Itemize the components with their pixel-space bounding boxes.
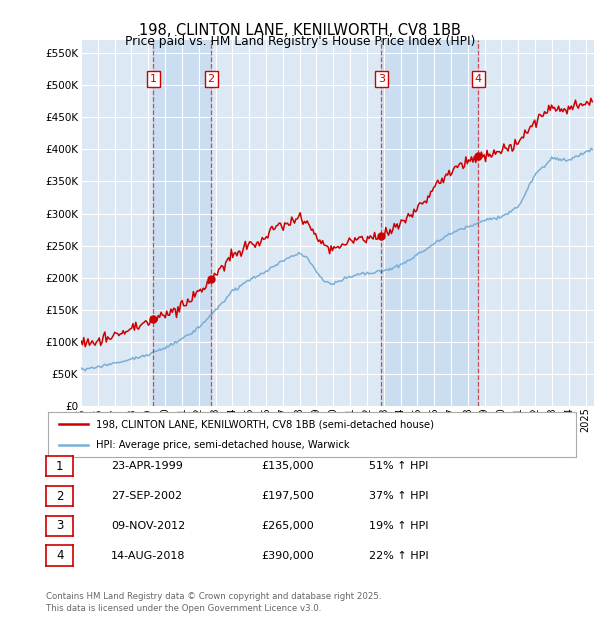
Text: HPI: Average price, semi-detached house, Warwick: HPI: Average price, semi-detached house,… [95,440,349,450]
Text: 2: 2 [56,490,64,502]
Bar [154,40,211,406]
Text: 37% ↑ HPI: 37% ↑ HPI [369,491,428,501]
Text: Contains HM Land Registry data © Crown copyright and database right 2025.
This d: Contains HM Land Registry data © Crown c… [46,591,382,613]
Text: 23-APR-1999: 23-APR-1999 [111,461,183,471]
Text: 09-NOV-2012: 09-NOV-2012 [111,521,185,531]
Text: 4: 4 [475,74,482,84]
Text: 27-SEP-2002: 27-SEP-2002 [111,491,182,501]
Text: 22% ↑ HPI: 22% ↑ HPI [369,551,428,560]
Text: £197,500: £197,500 [261,491,314,501]
Text: 19% ↑ HPI: 19% ↑ HPI [369,521,428,531]
Text: 198, CLINTON LANE, KENILWORTH, CV8 1BB: 198, CLINTON LANE, KENILWORTH, CV8 1BB [139,23,461,38]
Text: 198, CLINTON LANE, KENILWORTH, CV8 1BB (semi-detached house): 198, CLINTON LANE, KENILWORTH, CV8 1BB (… [95,419,434,430]
Text: 3: 3 [378,74,385,84]
Text: Price paid vs. HM Land Registry's House Price Index (HPI): Price paid vs. HM Land Registry's House … [125,35,475,48]
Text: 4: 4 [56,549,64,562]
Bar [382,40,478,406]
Text: 14-AUG-2018: 14-AUG-2018 [111,551,185,560]
Text: £135,000: £135,000 [261,461,314,471]
Text: 2: 2 [208,74,215,84]
Text: £265,000: £265,000 [261,521,314,531]
Text: 3: 3 [56,520,64,532]
Text: 1: 1 [150,74,157,84]
Text: 51% ↑ HPI: 51% ↑ HPI [369,461,428,471]
Text: 1: 1 [56,460,64,472]
Text: £390,000: £390,000 [261,551,314,560]
